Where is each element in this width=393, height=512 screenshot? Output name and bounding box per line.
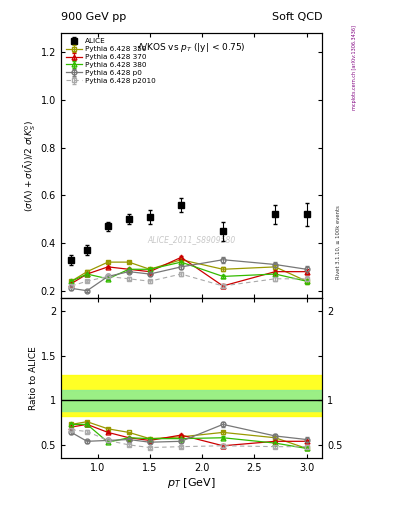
Legend: ALICE, Pythia 6.428 350, Pythia 6.428 370, Pythia 6.428 380, Pythia 6.428 p0, Py: ALICE, Pythia 6.428 350, Pythia 6.428 37…	[64, 37, 157, 85]
Text: Rivet 3.1.10, ≥ 100k events: Rivet 3.1.10, ≥ 100k events	[336, 205, 341, 279]
Y-axis label: Ratio to ALICE: Ratio to ALICE	[29, 346, 38, 410]
Text: Soft QCD: Soft QCD	[272, 11, 322, 22]
Text: ALICE_2011_S8909580: ALICE_2011_S8909580	[147, 235, 236, 244]
Y-axis label: $(\sigma(\Lambda)+\sigma(\bar{\Lambda}))/2\ \sigma(K^0_S)$: $(\sigma(\Lambda)+\sigma(\bar{\Lambda}))…	[22, 120, 38, 211]
Text: 900 GeV pp: 900 GeV pp	[61, 11, 126, 22]
X-axis label: $p_T$ [GeV]: $p_T$ [GeV]	[167, 476, 216, 490]
Text: $\Lambda$/KOS vs $p_T$ (|y| < 0.75): $\Lambda$/KOS vs $p_T$ (|y| < 0.75)	[137, 41, 246, 54]
Text: mcplots.cern.ch [arXiv:1306.3436]: mcplots.cern.ch [arXiv:1306.3436]	[352, 26, 357, 111]
